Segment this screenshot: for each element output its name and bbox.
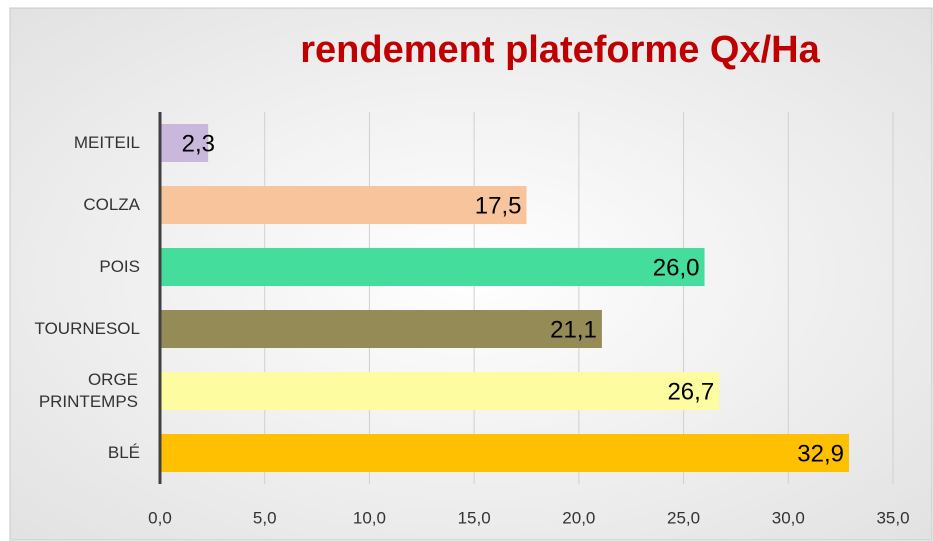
y-tick-label: BLÉ: [107, 443, 140, 462]
y-tick-label: ORGE PRINTEMPS: [38, 370, 138, 411]
x-tick-label: 10,0: [353, 508, 386, 527]
x-tick-label: 15,0: [458, 508, 491, 527]
y-tick-label: MEITEIL: [73, 133, 140, 152]
bar: [160, 310, 602, 348]
x-tick-label: 30,0: [772, 508, 805, 527]
bar: [160, 186, 527, 224]
value-label: 21,1: [550, 316, 597, 343]
value-label: 2,3: [182, 130, 215, 157]
y-tick-label: COLZA: [83, 195, 140, 214]
chart-title: rendement plateforme Qx/Ha: [300, 29, 820, 71]
x-tick-label: 25,0: [667, 508, 700, 527]
y-tick-label: TOURNESOL: [34, 319, 141, 338]
y-tick-label: POIS: [99, 257, 140, 276]
x-tick-label: 35,0: [876, 508, 909, 527]
value-label: 17,5: [475, 192, 522, 219]
value-label: 32,9: [797, 440, 844, 467]
bar: [160, 372, 720, 410]
x-tick-label: 5,0: [253, 508, 277, 527]
value-label: 26,7: [667, 378, 714, 405]
bar: [160, 434, 850, 472]
bar: [160, 124, 209, 162]
bar: [160, 248, 705, 286]
x-tick-label: 0,0: [148, 508, 172, 527]
x-tick-label: 20,0: [562, 508, 595, 527]
value-label: 26,0: [653, 254, 700, 281]
